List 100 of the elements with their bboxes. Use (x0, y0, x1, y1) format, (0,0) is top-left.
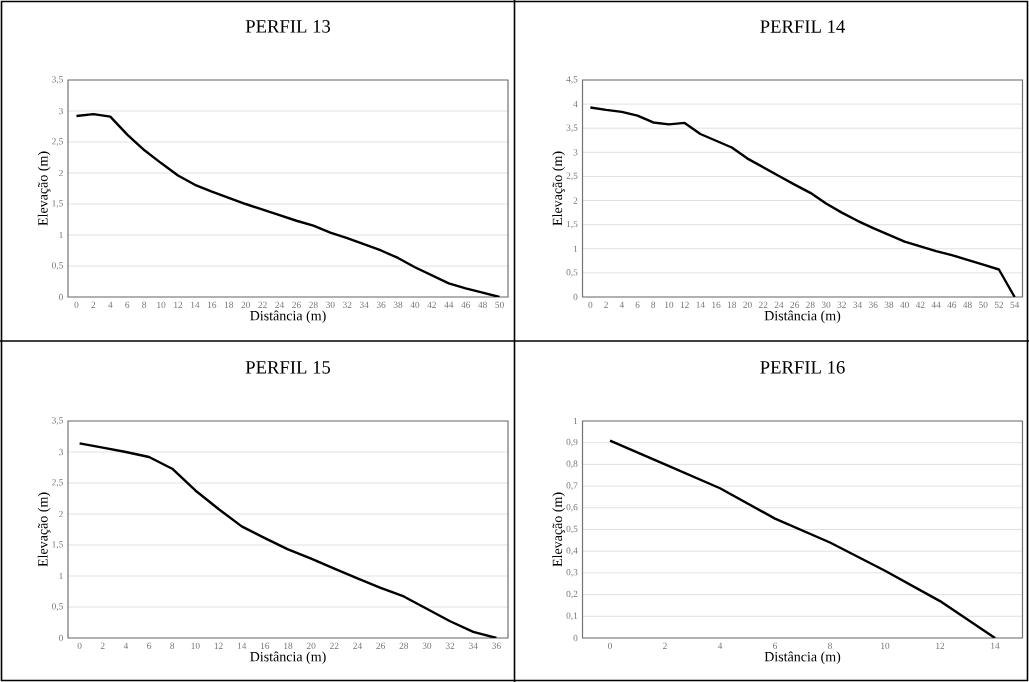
x-tick-label: 22 (330, 642, 339, 649)
y-tick-label: 0,8 (566, 460, 578, 469)
y-tick-label: 1 (573, 417, 578, 425)
x-tick-label: 4 (108, 301, 113, 308)
x-tick-label: 26 (292, 301, 301, 308)
y-tick-label: 0 (573, 634, 578, 642)
x-tick-label: 20 (306, 642, 316, 649)
y-tick-label: 0,1 (566, 612, 578, 621)
x-tick-label: 22 (758, 301, 768, 308)
y-tick-label: 0,2 (566, 590, 578, 599)
y-tick-label: 2 (59, 169, 63, 177)
x-tick-label: 36 (376, 301, 386, 308)
y-tick-label: 0 (573, 293, 578, 301)
y-tick-label: 1,5 (566, 220, 578, 229)
x-tick-label: 2 (100, 642, 105, 649)
x-tick-label: 30 (326, 301, 335, 308)
y-tick-label: 3,5 (566, 124, 578, 133)
x-tick-label: 10 (157, 301, 166, 308)
x-axis-title: Distância (m) (764, 310, 841, 324)
x-tick-label: 52 (994, 301, 1004, 308)
x-tick-label: 16 (208, 301, 217, 308)
x-tick-label: 16 (712, 301, 721, 308)
y-tick-label: 0,5 (566, 269, 578, 277)
y-tick-label: 1,5 (52, 200, 63, 208)
y-tick-label: 0,6 (566, 503, 578, 512)
y-tick-label: 0,4 (566, 547, 578, 556)
y-tick-label: 0,5 (51, 262, 63, 270)
x-tick-label: 34 (853, 301, 863, 308)
x-tick-label: 40 (410, 301, 420, 308)
x-tick-label: 0 (74, 301, 79, 308)
y-tick-label: 3 (59, 107, 63, 115)
y-tick-label: 3 (573, 149, 578, 156)
y-tick-label: 2,5 (52, 479, 63, 487)
x-tick-label: 40 (900, 301, 909, 308)
x-tick-label: 12 (936, 642, 945, 649)
x-tick-label: 6 (773, 642, 778, 649)
y-tick-label: 1 (59, 572, 63, 580)
x-tick-label: 18 (224, 301, 234, 308)
x-tick-label: 28 (309, 301, 318, 308)
x-tick-label: 12 (680, 301, 689, 308)
x-tick-label: 32 (343, 301, 352, 308)
x-tick-label: 8 (828, 642, 832, 649)
y-tick-label: 2,5 (52, 138, 63, 146)
x-axis-title: Distância (m) (764, 651, 841, 665)
y-tick-label: 0 (58, 293, 63, 301)
x-tick-label: 34 (359, 301, 369, 308)
y-tick-label: 0,5 (51, 603, 63, 611)
x-tick-label: 26 (790, 301, 800, 308)
x-axis-title: Distância (m) (250, 651, 326, 665)
x-tick-label: 44 (931, 301, 941, 308)
x-tick-label: 0 (588, 301, 593, 308)
y-axis-title: Elevação (m) (552, 151, 565, 226)
x-tick-label: 18 (284, 642, 293, 649)
x-tick-label: 2 (604, 301, 608, 308)
x-tick-label: 42 (427, 301, 436, 308)
x-tick-label: 8 (170, 642, 175, 649)
x-tick-label: 24 (774, 301, 784, 308)
y-tick-label: 1 (59, 231, 63, 239)
x-tick-label: 38 (884, 301, 894, 308)
y-tick-label: 0,7 (566, 482, 578, 490)
x-tick-label: 28 (399, 642, 409, 649)
x-tick-label: 30 (422, 642, 432, 649)
x-tick-label: 6 (635, 301, 640, 308)
y-tick-label: 0 (58, 634, 63, 642)
x-tick-label: 20 (241, 301, 251, 308)
y-axis-title: Elevação (m) (552, 492, 565, 567)
x-tick-label: 14 (191, 301, 200, 308)
x-tick-label: 6 (125, 301, 130, 308)
x-tick-label: 48 (478, 301, 487, 308)
x-tick-label: 36 (868, 301, 878, 308)
chart-title: PERFIL 14 (760, 20, 846, 33)
y-tick-label: 2,5 (566, 172, 578, 181)
x-tick-label: 32 (445, 642, 455, 649)
x-tick-label: 2 (91, 301, 96, 308)
line-series (608, 439, 997, 638)
x-tick-label: 18 (727, 301, 737, 308)
x-tick-label: 2 (663, 642, 667, 649)
chart-title: PERFIL 13 (245, 20, 331, 33)
y-tick-label: 3,5 (52, 76, 63, 84)
x-tick-label: 30 (821, 301, 831, 308)
x-tick-label: 20 (743, 301, 752, 308)
x-tick-label: 12 (214, 642, 223, 649)
x-tick-label: 6 (147, 642, 152, 649)
x-tick-label: 24 (353, 642, 362, 649)
y-tick-label: 4 (573, 101, 578, 108)
y-tick-label: 2 (59, 510, 63, 518)
x-tick-label: 10 (191, 642, 200, 649)
x-tick-label: 22 (258, 301, 267, 308)
x-tick-label: 46 (947, 301, 957, 308)
x-tick-label: 48 (963, 301, 972, 308)
x-tick-label: 10 (665, 301, 674, 308)
x-tick-label: 14 (696, 301, 705, 308)
x-tick-label: 50 (495, 301, 504, 308)
x-tick-label: 16 (261, 642, 270, 649)
y-tick-label: 0,3 (566, 569, 578, 577)
y-tick-label: 1 (573, 245, 578, 252)
x-tick-label: 50 (979, 301, 988, 308)
x-tick-label: 46 (461, 301, 471, 308)
x-tick-label: 28 (806, 301, 815, 308)
x-tick-label: 42 (915, 301, 925, 308)
